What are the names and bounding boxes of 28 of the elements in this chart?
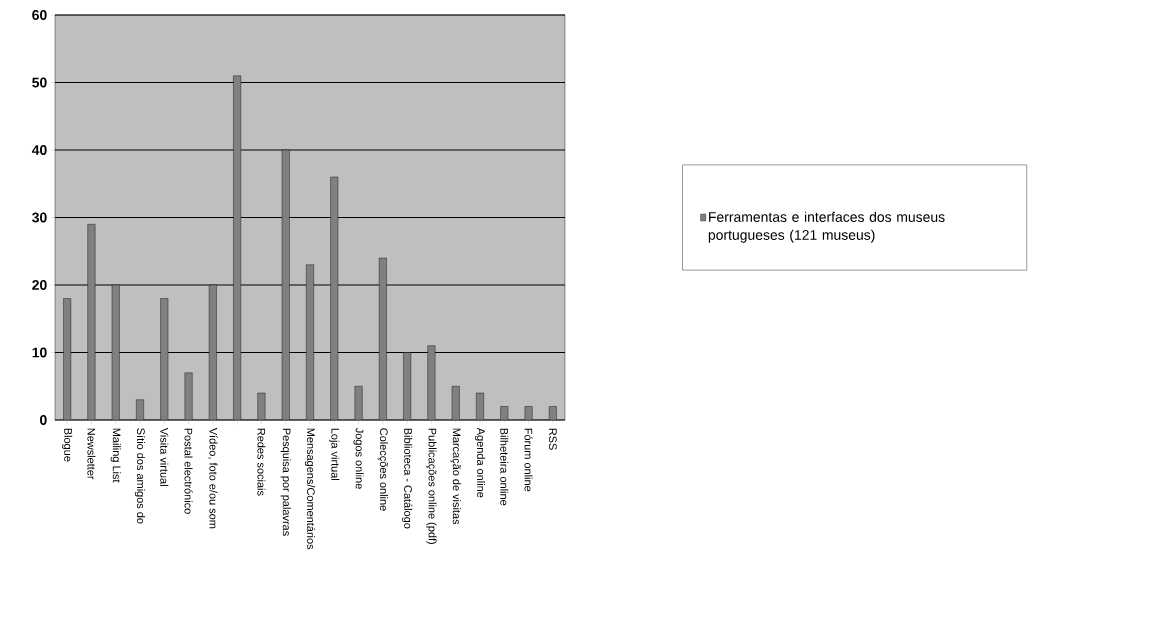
y-tick-label: 30 [32, 212, 47, 223]
x-tick-label: Marcação de visitas [450, 428, 461, 525]
x-tick-label: Bilheteira online [500, 428, 509, 506]
y-tick-label: 60 [32, 10, 47, 20]
x-tick-label: Biblioteca - Catálogo [401, 428, 413, 529]
x-tick-label: Colecções online [377, 428, 388, 511]
x-tick-label: Mensagens/Comentários [304, 428, 316, 550]
x-tick-label: Postal electrónico [184, 428, 193, 514]
x-tick-label: Sítio dos amigos do [134, 428, 146, 524]
y-tick-label: 10 [32, 347, 47, 358]
x-tick-label: Newsletter [87, 428, 96, 480]
x-tick-label: Pesquisa por palavras [280, 428, 291, 536]
x-tick-label: Publicações online (pdf) [426, 428, 437, 545]
y-tick-label: 0 [40, 415, 47, 425]
x-tick-label: Vídeo, foto e/ou som [208, 427, 218, 529]
x-tick-label: Mailing List [110, 428, 121, 483]
x-tick-label: Visita virtual [160, 427, 169, 486]
x-tick-label: Agenda online [474, 427, 486, 498]
legend-label: Ferramentas e interfaces dos museus portugueses (121 museus) [708, 211, 945, 243]
x-tick-label: Jogos online [353, 427, 364, 489]
y-tick-label: 40 [31, 145, 47, 155]
x-tick-label: Redes sociais [257, 428, 266, 496]
y-tick-label: 50 [32, 77, 47, 88]
x-tick-label: Loja virtual [329, 428, 340, 481]
y-tick-label: 20 [32, 280, 47, 290]
x-tick-label: RSS [548, 428, 557, 450]
x-tick-label: Fórum online [524, 428, 533, 492]
x-tick-label: Blogue [62, 428, 73, 462]
